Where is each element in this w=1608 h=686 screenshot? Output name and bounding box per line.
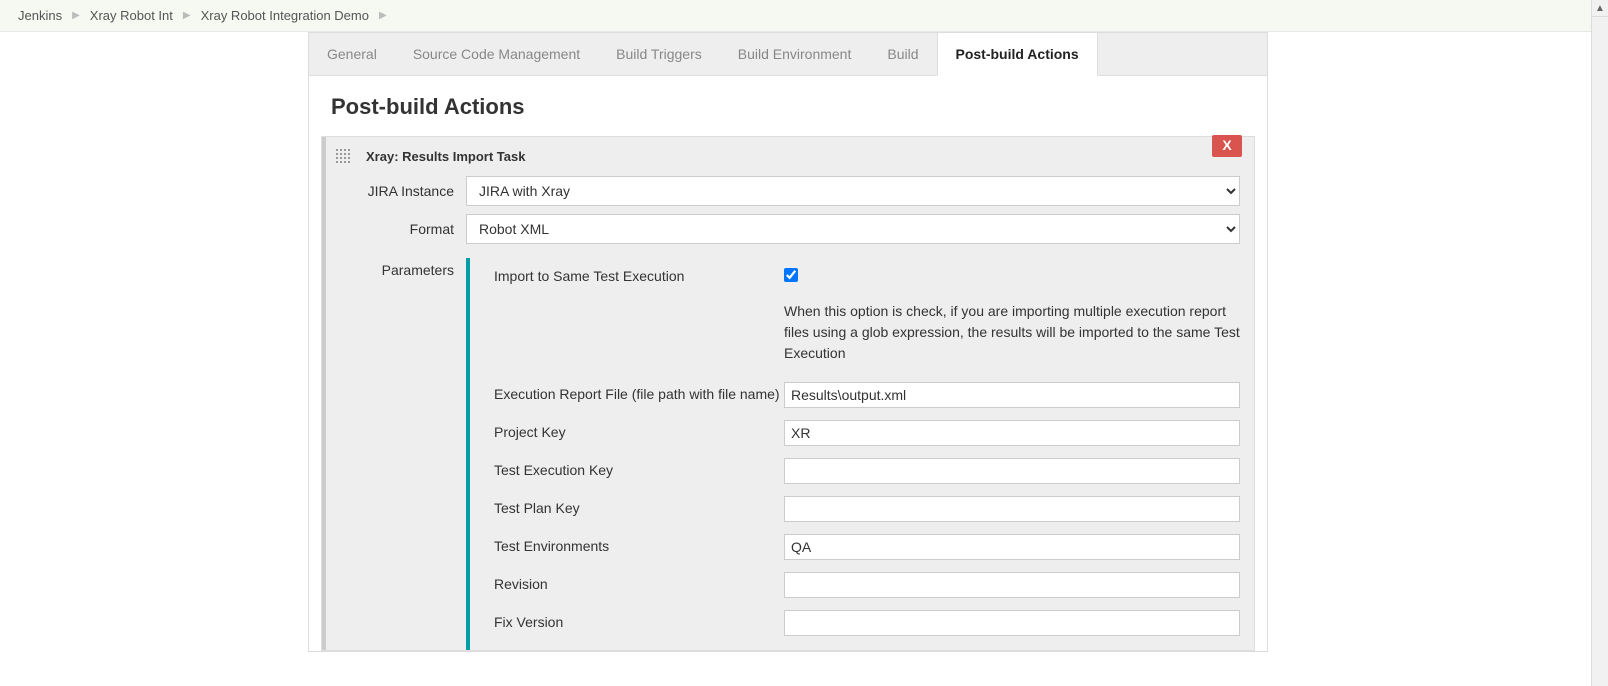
tab-build-env[interactable]: Build Environment <box>720 33 870 75</box>
parameters-label: Parameters <box>366 258 466 650</box>
project-key-input[interactable] <box>784 420 1240 446</box>
parameters-section: Parameters Import to Same Test Execution… <box>322 248 1254 650</box>
revision-row: Revision <box>494 566 1240 604</box>
jira-instance-label: JIRA Instance <box>366 183 466 199</box>
section-title: Post-build Actions <box>309 94 1267 136</box>
scrollbar[interactable] <box>1591 17 1608 686</box>
test-exec-key-input[interactable] <box>784 458 1240 484</box>
test-env-label: Test Environments <box>494 534 784 554</box>
format-select[interactable]: Robot XML <box>466 214 1240 244</box>
post-build-section: Post-build Actions X Xray: Results Impor… <box>308 75 1268 652</box>
report-file-row: Execution Report File (file path with fi… <box>494 376 1240 414</box>
same-exec-help: When this option is check, if you are im… <box>784 297 1240 370</box>
tab-build-triggers[interactable]: Build Triggers <box>598 33 720 75</box>
project-key-row: Project Key <box>494 414 1240 452</box>
project-key-label: Project Key <box>494 420 784 440</box>
breadcrumb-jenkins[interactable]: Jenkins <box>18 8 62 23</box>
fix-version-row: Fix Version <box>494 604 1240 642</box>
scroll-up-icon[interactable]: ▲ <box>1591 0 1608 17</box>
tab-post-build-actions[interactable]: Post-build Actions <box>937 33 1098 76</box>
same-exec-help-row: When this option is check, if you are im… <box>494 291 1240 376</box>
same-exec-row: Import to Same Test Execution <box>494 258 1240 291</box>
chevron-right-icon: ▶ <box>183 10 191 21</box>
task-header: Xray: Results Import Task <box>322 137 1254 172</box>
test-plan-key-label: Test Plan Key <box>494 496 784 516</box>
report-file-input[interactable] <box>784 382 1240 408</box>
jira-instance-select[interactable]: JIRA with Xray <box>466 176 1240 206</box>
breadcrumb-job[interactable]: Xray Robot Integration Demo <box>201 8 369 23</box>
config-tabs: General Source Code Management Build Tri… <box>308 32 1268 75</box>
test-env-input[interactable] <box>784 534 1240 560</box>
test-plan-key-row: Test Plan Key <box>494 490 1240 528</box>
same-exec-checkbox[interactable] <box>784 268 798 282</box>
breadcrumb: Jenkins ▶ Xray Robot Int ▶ Xray Robot In… <box>0 0 1608 32</box>
xray-import-task: X Xray: Results Import Task JIRA Instanc… <box>321 136 1255 651</box>
task-accent-border <box>322 137 326 650</box>
config-panel: General Source Code Management Build Tri… <box>308 32 1268 652</box>
test-exec-key-row: Test Execution Key <box>494 452 1240 490</box>
drag-handle-icon[interactable] <box>336 149 352 165</box>
tab-scm[interactable]: Source Code Management <box>395 33 598 75</box>
same-exec-label: Import to Same Test Execution <box>494 264 784 284</box>
breadcrumb-folder[interactable]: Xray Robot Int <box>90 8 173 23</box>
format-label: Format <box>366 221 466 237</box>
test-env-row: Test Environments <box>494 528 1240 566</box>
parameters-body: Import to Same Test Execution When this … <box>466 258 1240 650</box>
report-file-label: Execution Report File (file path with fi… <box>494 382 784 402</box>
format-row: Format Robot XML <box>322 210 1254 248</box>
revision-label: Revision <box>494 572 784 592</box>
fix-version-label: Fix Version <box>494 610 784 630</box>
tab-general[interactable]: General <box>309 33 395 75</box>
tab-build[interactable]: Build <box>869 33 936 75</box>
task-title: Xray: Results Import Task <box>366 149 525 164</box>
chevron-right-icon: ▶ <box>379 10 387 21</box>
test-exec-key-label: Test Execution Key <box>494 458 784 478</box>
jira-instance-row: JIRA Instance JIRA with Xray <box>322 172 1254 210</box>
revision-input[interactable] <box>784 572 1240 598</box>
fix-version-input[interactable] <box>784 610 1240 636</box>
test-plan-key-input[interactable] <box>784 496 1240 522</box>
chevron-right-icon: ▶ <box>72 10 80 21</box>
